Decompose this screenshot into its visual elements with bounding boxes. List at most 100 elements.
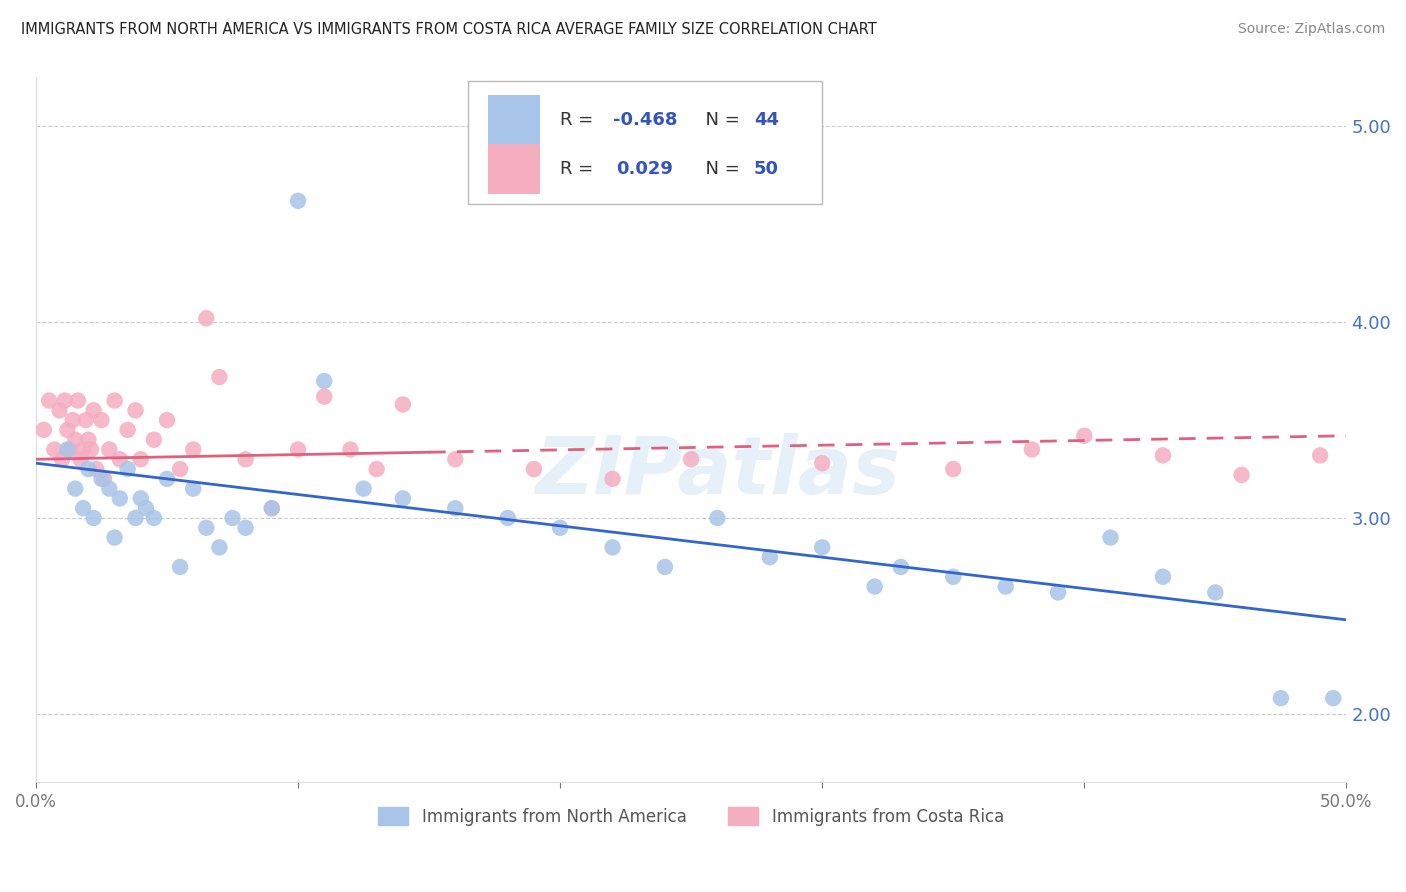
- Text: ZIPatlas: ZIPatlas: [534, 434, 900, 511]
- Point: [602, 472, 624, 486]
- FancyBboxPatch shape: [488, 145, 540, 194]
- Point: [38, 393, 60, 408]
- Point: [77, 433, 100, 447]
- FancyBboxPatch shape: [468, 81, 823, 204]
- FancyBboxPatch shape: [488, 95, 540, 145]
- Text: 0.029: 0.029: [616, 160, 673, 178]
- Point: [863, 580, 886, 594]
- Point: [117, 423, 139, 437]
- Point: [1099, 531, 1122, 545]
- Point: [65, 433, 87, 447]
- Point: [44, 442, 66, 457]
- Point: [80, 442, 103, 457]
- Point: [83, 403, 105, 417]
- Point: [103, 531, 125, 545]
- Point: [181, 442, 204, 457]
- Point: [1309, 448, 1331, 462]
- Legend: Immigrants from North America, Immigrants from Costa Rica: Immigrants from North America, Immigrant…: [370, 799, 1012, 834]
- Point: [942, 462, 965, 476]
- Point: [1047, 585, 1070, 599]
- Point: [195, 311, 218, 326]
- Point: [1152, 570, 1174, 584]
- Point: [287, 442, 309, 457]
- Point: [65, 482, 87, 496]
- Point: [59, 442, 82, 457]
- Point: [129, 491, 152, 506]
- Point: [66, 393, 89, 408]
- Point: [169, 462, 191, 476]
- Point: [108, 452, 131, 467]
- Point: [98, 482, 121, 496]
- Point: [77, 462, 100, 476]
- Point: [366, 462, 388, 476]
- Point: [1230, 467, 1253, 482]
- Point: [90, 413, 112, 427]
- Point: [142, 433, 165, 447]
- Point: [602, 541, 624, 555]
- Point: [392, 491, 415, 506]
- Point: [339, 442, 361, 457]
- Point: [83, 511, 105, 525]
- Point: [156, 413, 179, 427]
- Point: [811, 456, 834, 470]
- Point: [32, 423, 55, 437]
- Text: Source: ZipAtlas.com: Source: ZipAtlas.com: [1237, 22, 1385, 37]
- Point: [260, 501, 283, 516]
- Point: [235, 521, 257, 535]
- Point: [72, 501, 94, 516]
- Point: [53, 393, 76, 408]
- Point: [129, 452, 152, 467]
- Point: [942, 570, 965, 584]
- Point: [51, 452, 73, 467]
- Point: [221, 511, 243, 525]
- Text: R =: R =: [560, 111, 599, 128]
- Text: 50: 50: [754, 160, 779, 178]
- Point: [1021, 442, 1043, 457]
- Point: [1152, 448, 1174, 462]
- Point: [681, 452, 703, 467]
- Point: [108, 491, 131, 506]
- Point: [235, 452, 257, 467]
- Point: [654, 560, 676, 574]
- Point: [124, 511, 146, 525]
- Text: -0.468: -0.468: [613, 111, 678, 128]
- Point: [314, 374, 336, 388]
- Point: [103, 393, 125, 408]
- Point: [444, 501, 467, 516]
- Point: [260, 501, 283, 516]
- Point: [72, 442, 94, 457]
- Point: [496, 511, 519, 525]
- Point: [195, 521, 218, 535]
- Point: [392, 397, 415, 411]
- Point: [156, 472, 179, 486]
- Point: [75, 413, 97, 427]
- Point: [706, 511, 728, 525]
- Point: [181, 482, 204, 496]
- Point: [135, 501, 157, 516]
- Point: [994, 580, 1017, 594]
- Point: [90, 472, 112, 486]
- Point: [1204, 585, 1226, 599]
- Point: [890, 560, 912, 574]
- Text: R =: R =: [560, 160, 599, 178]
- Point: [759, 550, 782, 565]
- Point: [142, 511, 165, 525]
- Point: [48, 403, 70, 417]
- Text: N =: N =: [693, 160, 745, 178]
- Point: [56, 423, 79, 437]
- Point: [69, 452, 91, 467]
- Point: [62, 413, 84, 427]
- Point: [314, 390, 336, 404]
- Point: [93, 472, 115, 486]
- Text: 44: 44: [754, 111, 779, 128]
- Text: N =: N =: [693, 111, 745, 128]
- Point: [208, 370, 231, 384]
- Point: [444, 452, 467, 467]
- Point: [169, 560, 191, 574]
- Text: IMMIGRANTS FROM NORTH AMERICA VS IMMIGRANTS FROM COSTA RICA AVERAGE FAMILY SIZE : IMMIGRANTS FROM NORTH AMERICA VS IMMIGRA…: [21, 22, 877, 37]
- Point: [523, 462, 546, 476]
- Point: [124, 403, 146, 417]
- Point: [98, 442, 121, 457]
- Point: [117, 462, 139, 476]
- Point: [811, 541, 834, 555]
